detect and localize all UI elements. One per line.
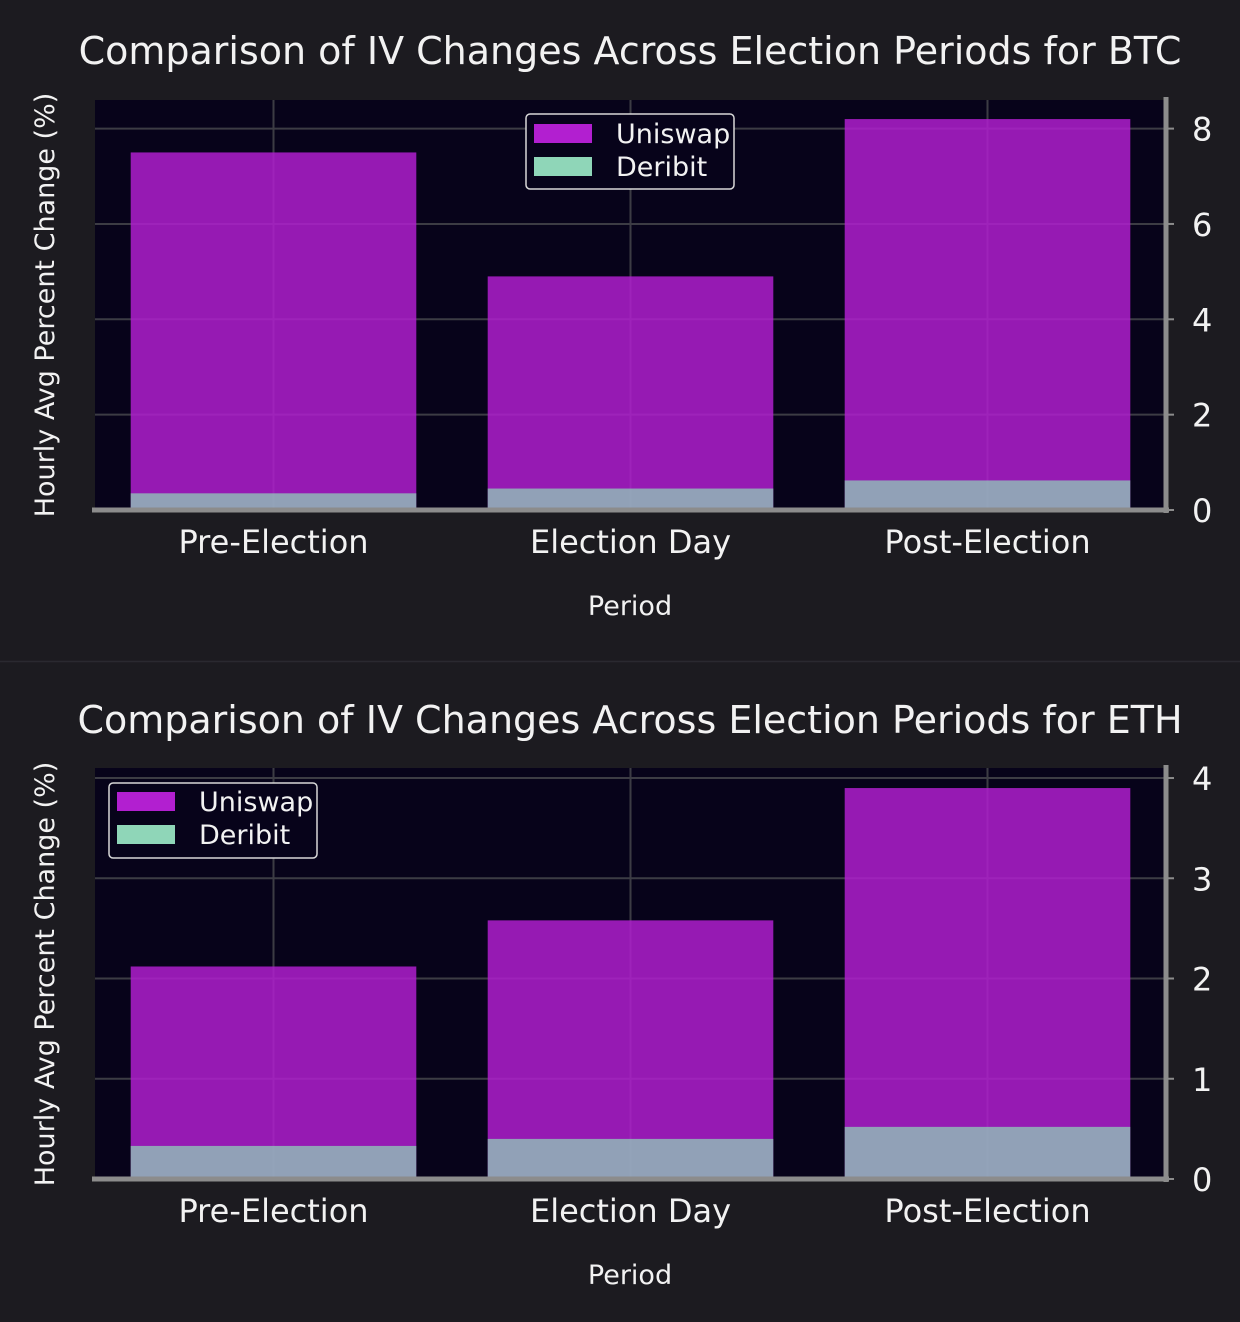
eth-y-tick-labels: 0 1 2 3 4 (1192, 760, 1212, 1199)
btc-chart: Comparison of IV Changes Across Election… (30, 29, 1212, 622)
eth-x-axis-label: Period (588, 1260, 672, 1291)
btc-y-tick-label: 8 (1192, 111, 1212, 149)
eth-bar-uniswap-pre-election (130, 966, 417, 1179)
eth-legend-swatch-deribit (117, 825, 175, 844)
btc-bar-deribit-post-election (844, 480, 1131, 510)
btc-legend-swatch-uniswap (534, 124, 592, 143)
eth-bar-deribit-election-day (487, 1138, 774, 1179)
btc-axes (92, 97, 1174, 513)
btc-legend: Uniswap Deribit (525, 113, 735, 190)
btc-x-tick-label: Post-Election (884, 523, 1090, 561)
eth-y-tick-label: 2 (1192, 961, 1212, 999)
btc-x-tick-label: Pre-Election (178, 523, 368, 561)
eth-legend: Uniswap Deribit (108, 782, 318, 859)
btc-y-tick-label: 0 (1192, 492, 1212, 530)
eth-y-tick-label: 1 (1192, 1061, 1212, 1099)
eth-bars (130, 788, 1131, 1179)
eth-x-tick-label: Pre-Election (178, 1192, 368, 1230)
eth-y-axis-label: Hourly Avg Percent Change (%) (30, 762, 61, 1187)
eth-y-tick-label: 3 (1192, 860, 1212, 898)
btc-bar-deribit-election-day (487, 488, 774, 510)
eth-legend-label-deribit: Deribit (199, 820, 290, 851)
eth-bar-uniswap-post-election (844, 788, 1131, 1179)
eth-bar-deribit-post-election (844, 1126, 1131, 1179)
btc-legend-label-uniswap: Uniswap (616, 119, 730, 150)
eth-bar-deribit-pre-election (130, 1145, 417, 1179)
eth-y-tick-label: 4 (1192, 760, 1212, 798)
btc-y-axis-label: Hourly Avg Percent Change (%) (30, 93, 61, 518)
btc-y-tick-label: 4 (1192, 301, 1212, 339)
btc-bar-uniswap-pre-election (130, 152, 417, 510)
eth-chart: Comparison of IV Changes Across Election… (30, 698, 1212, 1291)
btc-y-tick-labels: 0 2 4 6 8 (1192, 111, 1212, 530)
btc-x-axis-label: Period (588, 591, 672, 622)
btc-bars (130, 119, 1131, 511)
btc-bar-uniswap-post-election (844, 119, 1131, 511)
eth-x-tick-label: Election Day (530, 1192, 731, 1230)
eth-chart-title: Comparison of IV Changes Across Election… (77, 698, 1182, 742)
btc-chart-title: Comparison of IV Changes Across Election… (79, 29, 1182, 73)
btc-y-tick-label: 2 (1192, 397, 1212, 435)
btc-y-tick-label: 6 (1192, 206, 1212, 244)
eth-legend-label-uniswap: Uniswap (199, 787, 313, 818)
eth-y-tick-label: 0 (1192, 1161, 1212, 1199)
eth-x-tick-label: Post-Election (884, 1192, 1090, 1230)
btc-x-tick-label: Election Day (530, 523, 731, 561)
eth-legend-swatch-uniswap (117, 792, 175, 811)
eth-bar-uniswap-election-day (487, 920, 774, 1179)
btc-legend-swatch-deribit (534, 157, 592, 176)
eth-x-tick-labels: Pre-Election Election Day Post-Election (178, 1192, 1090, 1230)
eth-axes (92, 765, 1174, 1182)
btc-legend-label-deribit: Deribit (616, 152, 707, 183)
btc-bar-deribit-pre-election (130, 493, 417, 510)
btc-x-tick-labels: Pre-Election Election Day Post-Election (178, 523, 1090, 561)
btc-bar-uniswap-election-day (487, 276, 774, 510)
